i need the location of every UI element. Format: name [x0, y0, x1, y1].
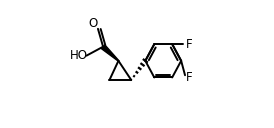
Text: HO: HO: [70, 49, 88, 62]
Text: F: F: [186, 71, 192, 84]
Text: F: F: [186, 38, 192, 51]
Text: O: O: [88, 17, 98, 30]
Polygon shape: [101, 45, 119, 61]
